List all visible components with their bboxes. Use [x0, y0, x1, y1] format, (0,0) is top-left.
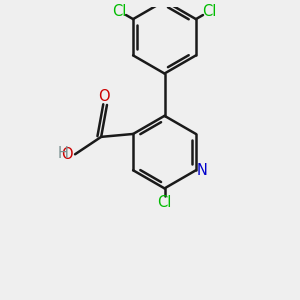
Text: N: N	[196, 163, 207, 178]
Text: O: O	[98, 89, 109, 104]
Text: Cl: Cl	[112, 4, 127, 19]
Text: O: O	[61, 147, 73, 162]
Text: Cl: Cl	[157, 195, 172, 210]
Text: H: H	[57, 146, 68, 161]
Text: Cl: Cl	[202, 4, 217, 19]
